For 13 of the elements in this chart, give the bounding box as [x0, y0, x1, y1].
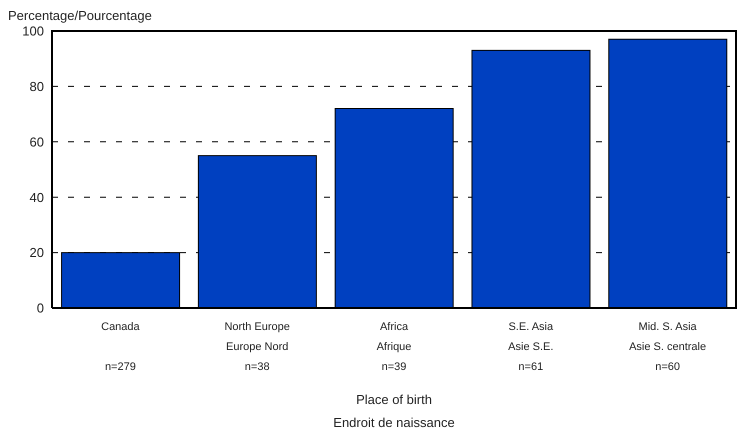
category-label: Canada n=279 [101, 321, 140, 373]
y-tick-label: 100 [22, 24, 44, 39]
x-tick-label: North Europe Europe Nord n=38 [224, 321, 290, 373]
x-tick-label: Africa Afrique n=39 [376, 321, 412, 373]
y-tick-label: 20 [30, 245, 44, 260]
y-tick-label: 60 [30, 134, 44, 150]
x-tick-label: Mid. S. Asia Asie S. centrale n=60 [629, 321, 706, 373]
x-tick-label: S.E. Asia Asie S.E. n=61 [508, 321, 554, 373]
y-tick-label: 0 [36, 300, 44, 316]
x-axis-title: Place of birth Endroit de naissance [332, 392, 456, 430]
y-tick-label: 40 [30, 190, 44, 205]
y-axis-title: Percentage/Pourcentage [8, 8, 152, 23]
y-tick-label: 80 [30, 79, 44, 94]
